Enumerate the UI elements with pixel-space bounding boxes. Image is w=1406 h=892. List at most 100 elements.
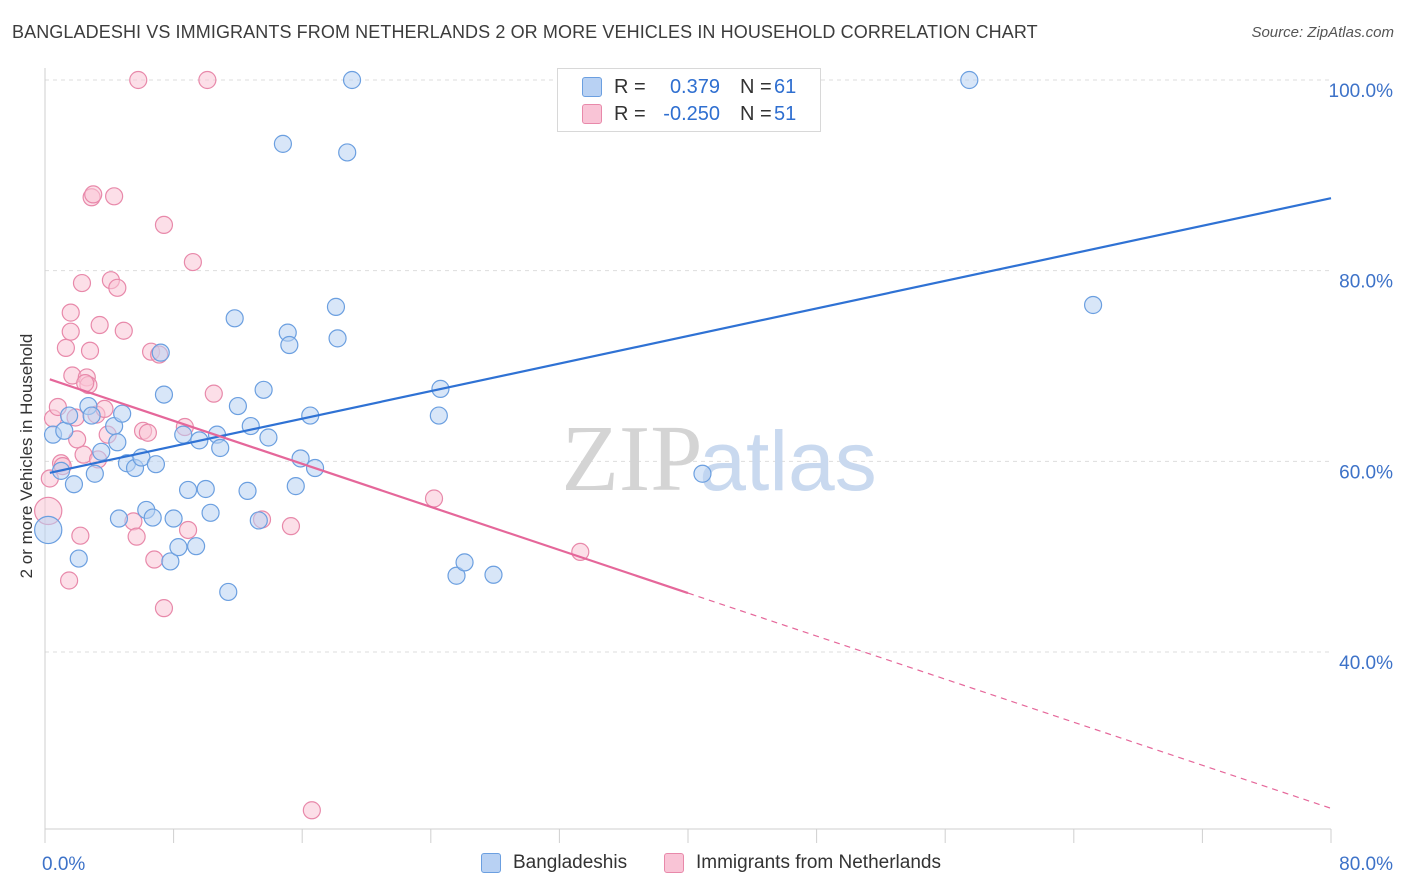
bangladeshis-point [960, 70, 979, 90]
bangladeshis-point [146, 455, 166, 474]
netherlands-point [154, 599, 174, 618]
bangladeshis-point [225, 309, 244, 328]
tick-labels: 100.0% 80.0% 60.0% 40.0% 0.0% 80.0% [42, 81, 1393, 875]
x-tick-label: 0.0% [42, 854, 85, 875]
bangladeshis-point [693, 464, 712, 483]
bangladeshis-point [108, 433, 127, 452]
series-bangladeshis-points [34, 70, 1103, 602]
y-tick-label: 40.0% [1339, 653, 1393, 674]
bangladeshis-point [174, 425, 193, 444]
bangladeshis-point [143, 508, 162, 527]
bangladeshis-point [238, 481, 257, 500]
watermark-atlas: atlas [699, 414, 876, 508]
netherlands-point [183, 252, 202, 272]
legend-r-label: R = [614, 75, 646, 98]
bangladeshis-point [164, 509, 183, 528]
netherlands-point [61, 303, 80, 322]
bangladeshis-point [161, 552, 180, 571]
legend-r-value: 0.379 [669, 75, 720, 98]
series-legend-netherlands[interactable]: Immigrants from Netherlands [664, 852, 941, 874]
bangladeshis-point [64, 475, 84, 494]
netherlands-point [127, 527, 146, 546]
bangladeshis-point [338, 143, 357, 162]
bangladeshis-point [254, 380, 273, 399]
netherlands-point [108, 278, 127, 297]
bangladeshis-point [429, 406, 448, 425]
bangladeshis-point [113, 404, 132, 423]
legend-row-netherlands: R = -0.250 N = 51 [582, 102, 796, 126]
netherlands-point [178, 520, 198, 540]
netherlands-point [154, 215, 174, 235]
legend-row-bangladeshis: R = 0.379 N = 61 [582, 75, 796, 99]
series-legend-label: Immigrants from Netherlands [696, 852, 941, 873]
bangladeshis-point [34, 515, 63, 545]
legend-n-label: N = [740, 75, 772, 98]
y-tick-label: 80.0% [1339, 272, 1393, 293]
bangladeshis-point [249, 511, 268, 530]
bangladeshis-point [280, 335, 299, 355]
netherlands-trend-line-extension [687, 592, 1332, 809]
netherlands-trend-line [49, 378, 689, 595]
bangladeshis-point [328, 329, 347, 348]
bangladeshis-point [69, 549, 88, 568]
axes [44, 68, 1332, 843]
bangladeshis-point [484, 565, 503, 584]
netherlands-point [90, 315, 109, 335]
netherlands-point [138, 423, 157, 442]
netherlands-point [424, 489, 444, 508]
legend-swatch-pink [582, 104, 602, 124]
series-legend-bangladeshis[interactable]: Bangladeshis [481, 852, 627, 874]
legend-swatch-blue [481, 853, 501, 873]
bangladeshis-point [342, 70, 362, 90]
legend-n-value: 61 [774, 75, 797, 98]
bangladeshis-point [187, 537, 206, 556]
bangladeshis-point [455, 553, 474, 572]
netherlands-point [105, 187, 124, 206]
correlation-legend: R = 0.379 N = 61 R = -0.250 N = 51 [557, 68, 821, 132]
chart-title: BANGLADESHI VS IMMIGRANTS FROM NETHERLAN… [12, 22, 1038, 42]
bangladeshis-point [273, 134, 293, 153]
netherlands-point [129, 70, 148, 90]
netherlands-point [198, 70, 217, 90]
watermark: ZIP atlas [562, 407, 877, 511]
netherlands-point [56, 338, 75, 357]
bangladeshis-point [154, 385, 174, 404]
netherlands-point [72, 273, 92, 293]
netherlands-point [302, 801, 321, 820]
netherlands-point [281, 517, 301, 536]
series-legend: Bangladeshis Immigrants from Netherlands [0, 852, 1406, 878]
legend-r-label: R = [614, 102, 646, 125]
bangladeshis-point [60, 406, 79, 425]
legend-r-value: -0.250 [663, 102, 720, 125]
bangladeshis-point [1083, 295, 1103, 315]
bangladeshis-point [109, 509, 129, 528]
netherlands-point [204, 384, 223, 403]
bangladeshis-point [447, 566, 466, 585]
bangladeshis-point [286, 477, 305, 496]
netherlands-point [114, 321, 133, 340]
legend-n-value: 51 [774, 102, 797, 125]
bangladeshis-point [178, 480, 198, 500]
bangladeshis-point [326, 297, 346, 316]
bangladeshis-point [196, 479, 215, 499]
trend-lines [49, 197, 1332, 809]
bangladeshis-point [219, 582, 238, 602]
bangladeshis-point [55, 421, 74, 440]
source-credit: Source: ZipAtlas.com [1251, 24, 1394, 41]
legend-n-label: N = [740, 102, 772, 125]
bangladeshis-trend-line [49, 197, 1332, 474]
bangladeshis-point [82, 406, 101, 425]
bangladeshis-point [92, 442, 111, 461]
series-legend-label: Bangladeshis [513, 852, 628, 873]
bangladeshis-point [151, 343, 170, 362]
bangladeshis-point [169, 538, 188, 557]
gridlines [45, 79, 1331, 653]
netherlands-point [80, 341, 100, 360]
netherlands-point [71, 526, 90, 545]
bangladeshis-point [85, 464, 104, 483]
bangladeshis-point [211, 438, 230, 458]
y-tick-label: 100.0% [1329, 81, 1394, 102]
netherlands-point [61, 322, 80, 341]
netherlands-point [60, 571, 79, 590]
